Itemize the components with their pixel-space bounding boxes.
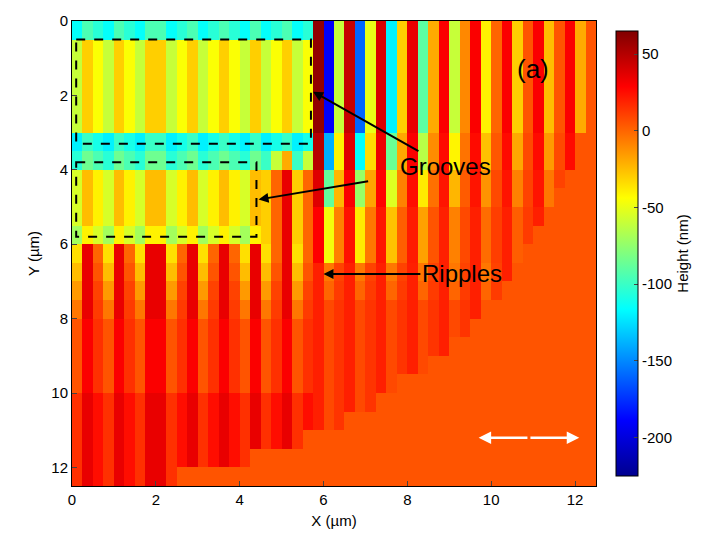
svg-text:6: 6 [60,235,68,252]
svg-text:12: 12 [51,459,68,476]
svg-text:0: 0 [642,122,650,139]
svg-text:8: 8 [403,491,411,508]
svg-text:X (µm): X (µm) [311,512,356,529]
svg-text:12: 12 [567,491,584,508]
svg-text:0: 0 [60,12,68,29]
svg-text:50: 50 [642,45,659,62]
svg-text:(a): (a) [517,54,549,84]
svg-text:4: 4 [60,161,68,178]
svg-text:-200: -200 [642,429,672,446]
svg-text:-150: -150 [642,352,672,369]
svg-text:8: 8 [60,310,68,327]
svg-text:10: 10 [483,491,500,508]
svg-text:Height (nm): Height (nm) [674,214,691,292]
svg-text:2: 2 [60,87,68,104]
svg-text:-100: -100 [642,275,672,292]
svg-text:6: 6 [319,491,327,508]
svg-text:Grooves: Grooves [400,153,491,180]
svg-text:Y (µm): Y (µm) [25,231,42,276]
svg-text:Ripples: Ripples [422,260,502,287]
svg-text:4: 4 [236,491,244,508]
svg-text:10: 10 [51,384,68,401]
svg-text:-50: -50 [642,199,664,216]
svg-text:2: 2 [152,491,160,508]
svg-text:0: 0 [68,491,76,508]
